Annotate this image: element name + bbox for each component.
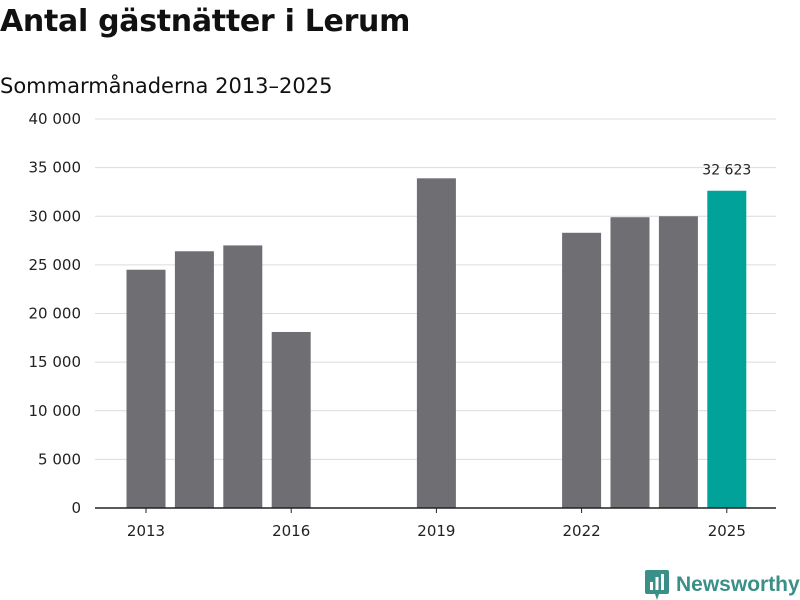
chart-subtitle: Sommarmånaderna 2013–2025 xyxy=(0,74,333,98)
y-tick-label: 35 000 xyxy=(29,159,82,177)
data-label: 32 623 xyxy=(702,163,751,179)
bar-2016 xyxy=(271,331,311,508)
x-tick-label: 2025 xyxy=(708,522,746,540)
x-tick-label: 2013 xyxy=(127,522,165,540)
brand-logo: Newsworthy xyxy=(645,570,800,600)
bar-2023 xyxy=(610,217,650,508)
y-tick-label: 15 000 xyxy=(29,353,82,371)
x-tick-label: 2019 xyxy=(417,522,455,540)
x-tick-label: 2016 xyxy=(272,522,310,540)
y-tick-label: 0 xyxy=(71,499,81,517)
x-tick-label: 2022 xyxy=(563,522,601,540)
brand-name: Newsworthy xyxy=(676,573,800,596)
bar-2022 xyxy=(562,232,602,508)
bar-2014 xyxy=(174,251,214,508)
y-tick-label: 40 000 xyxy=(29,110,82,128)
bar-2019 xyxy=(416,178,456,508)
bar-2025 xyxy=(707,190,747,508)
bar-2024 xyxy=(658,216,698,508)
bar-2013 xyxy=(126,269,166,508)
y-tick-label: 25 000 xyxy=(29,256,82,274)
y-tick-label: 5 000 xyxy=(38,450,81,468)
y-tick-label: 30 000 xyxy=(29,207,82,225)
bar-2015 xyxy=(223,245,263,509)
y-tick-label: 20 000 xyxy=(29,305,82,323)
newsworthy-logo-icon xyxy=(645,570,669,600)
y-tick-label: 10 000 xyxy=(29,402,82,420)
chart-title: Antal gästnätter i Lerum xyxy=(0,4,411,39)
